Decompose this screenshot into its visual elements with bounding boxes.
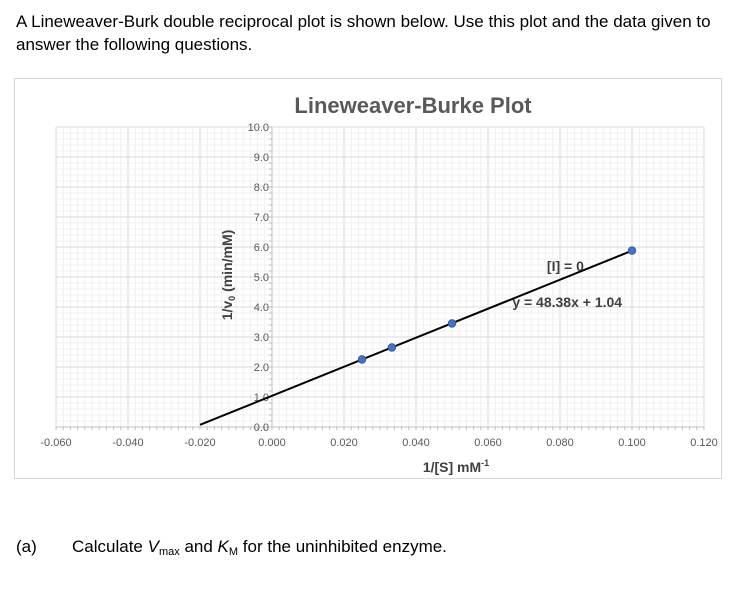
y-tick-label: 3.0 [254,332,269,344]
y-axis-title-suffix: (min/mM) [219,230,235,296]
x-tick-label: -0.020 [184,437,215,449]
data-point [447,319,457,328]
trendline-equation: y = 48.38x + 1.04 [512,294,622,310]
x-tick-label: 0.040 [402,437,430,449]
question-suffix: for the uninhibited enzyme. [238,537,447,556]
x-tick-label: -0.040 [112,437,143,449]
y-tick-label: 8.0 [254,182,269,194]
data-point [357,355,367,364]
x-tick-label: -0.060 [40,437,71,449]
series-label: [I] = 0 [547,258,584,274]
y-tick-label: 2.0 [254,362,269,374]
y-axis-title: 1/v0 (min/mM) [219,230,237,321]
lineweaver-burk-chart: -0.060 -0.040 -0.020 0.000 0.020 0.040 0.060 0.… [40,93,718,475]
x-tick-label: 0.080 [546,437,574,449]
data-point [627,246,637,255]
question-text: Calculate Vmax and KM for the uninhibite… [72,536,447,563]
y-tick-label: 7.0 [254,212,269,224]
question-number: (a) [16,537,37,556]
y-tick-label: 9.0 [254,152,269,164]
x-tick-label: 0.120 [690,437,718,449]
question-prefix: Calculate [72,537,148,556]
chart-area: -0.060 -0.040 -0.020 0.000 0.020 0.040 0.060 0.… [14,78,722,479]
chart-title: Lineweaver-Burke Plot [294,93,532,118]
x-axis-title-sup: -1 [481,458,489,468]
x-tick-label: 0.000 [258,437,286,449]
km-subscript: M [228,546,239,558]
y-tick-label: 5.0 [254,272,269,284]
vmax-symbol: V [147,537,159,556]
y-axis-title-sub: 0 [227,296,237,301]
vmax-subscript: max [158,546,180,558]
x-axis-title: 1/[S] mM-1 [423,458,489,475]
x-axis-title-main: 1/[S] mM [423,459,481,475]
intro-text: A Lineweaver-Burk double reciprocal plot… [16,12,711,54]
km-symbol: K [217,537,229,556]
x-tick-label: 0.060 [474,437,502,449]
y-tick-label: 6.0 [254,242,269,254]
y-axis-title-main: 1/v [219,301,235,321]
y-tick-label: 0.0 [254,422,269,434]
question-middle: and [179,537,218,556]
y-tick-label: 4.0 [254,302,269,314]
data-point [387,343,397,352]
trendline [199,249,633,426]
x-tick-label: 0.020 [330,437,358,449]
x-tick-label: 0.100 [618,437,646,449]
y-tick-label: 10.0 [248,122,269,134]
